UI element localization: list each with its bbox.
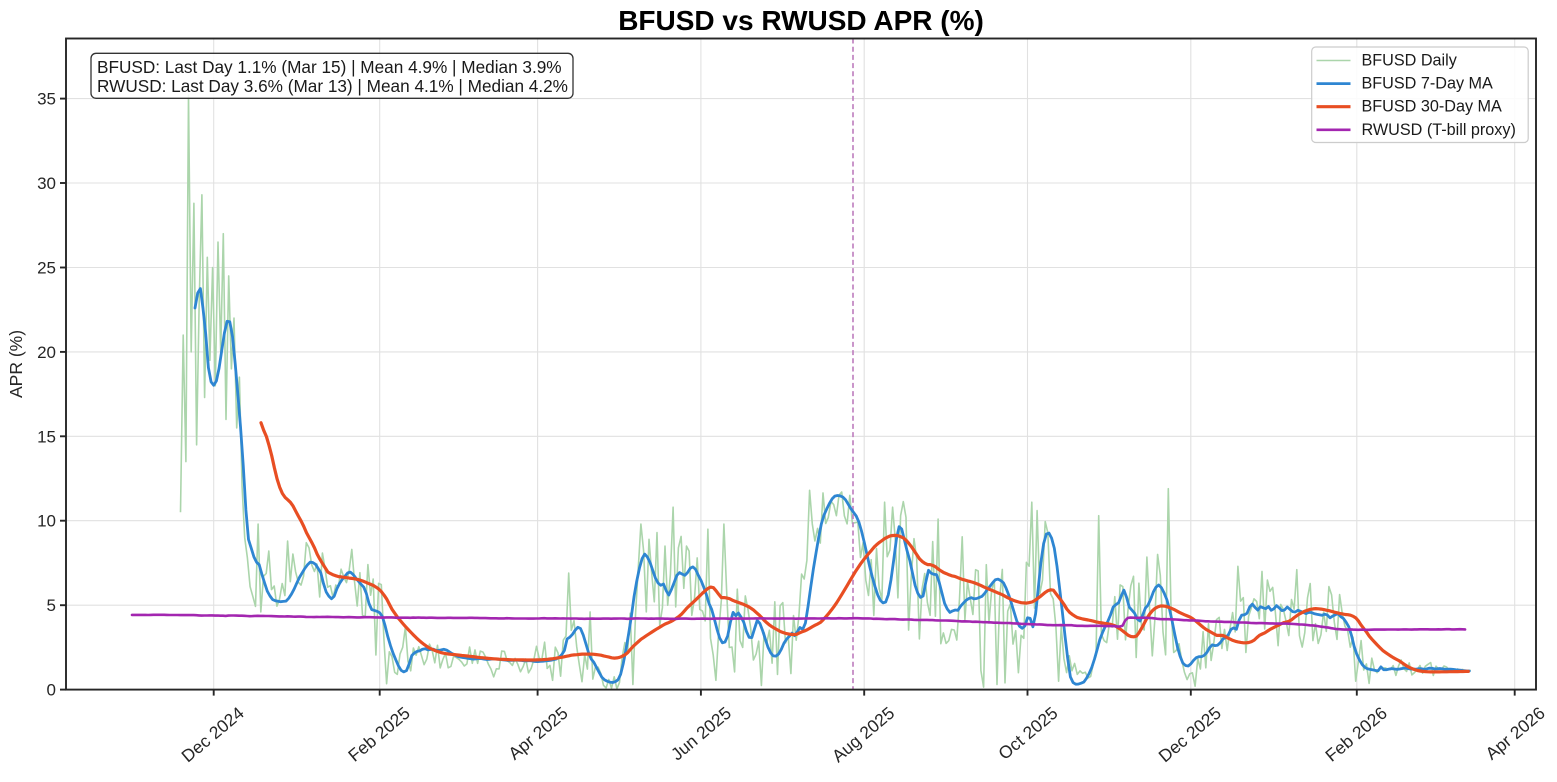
svg-text:BFUSD Daily: BFUSD Daily	[1362, 52, 1458, 70]
svg-text:BFUSD 7-Day MA: BFUSD 7-Day MA	[1362, 75, 1494, 93]
svg-text:35: 35	[37, 90, 56, 109]
svg-text:20: 20	[37, 343, 56, 362]
svg-text:10: 10	[37, 512, 56, 531]
svg-text:APR (%): APR (%)	[6, 330, 26, 398]
svg-text:BFUSD 30-Day MA: BFUSD 30-Day MA	[1362, 98, 1503, 116]
svg-text:5: 5	[47, 596, 56, 615]
svg-text:30: 30	[37, 174, 56, 193]
svg-text:RWUSD: Last Day 3.6% (Mar 13): RWUSD: Last Day 3.6% (Mar 13) | Mean 4.1…	[97, 76, 568, 96]
svg-text:15: 15	[37, 427, 56, 446]
svg-text:0: 0	[47, 681, 56, 700]
svg-text:BFUSD: Last Day 1.1% (Mar 15): BFUSD: Last Day 1.1% (Mar 15) | Mean 4.9…	[97, 57, 562, 77]
svg-text:25: 25	[37, 259, 56, 278]
svg-text:BFUSD vs RWUSD APR (%): BFUSD vs RWUSD APR (%)	[618, 5, 984, 36]
svg-text:RWUSD (T-bill proxy): RWUSD (T-bill proxy)	[1362, 121, 1516, 139]
